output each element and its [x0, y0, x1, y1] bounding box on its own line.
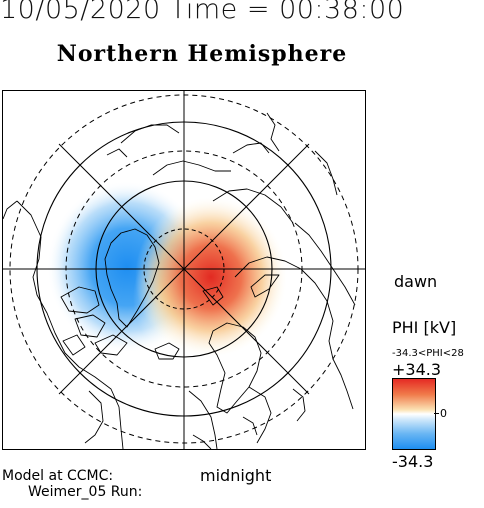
- latitude-circles: [9, 94, 359, 444]
- header-datetime: 10/05/2020 Time = 00:38:00: [0, 0, 405, 25]
- legend-title: PHI [kV]: [392, 318, 457, 337]
- legend-zero-label: 0: [440, 407, 447, 420]
- model-label: Model at CCMC:: [2, 468, 114, 484]
- run-label: Weimer_05 Run:: [28, 484, 143, 500]
- legend-max-label: +34.3: [392, 360, 442, 379]
- legend-colorbar: [392, 378, 436, 450]
- legend-min-label: -34.3: [392, 452, 434, 471]
- map-title: Northern Hemisphere: [56, 41, 348, 67]
- midnight-label: midnight: [200, 466, 272, 485]
- legend-range-text: -34.3<PHI<28: [392, 348, 464, 359]
- polar-map: [2, 90, 366, 450]
- polar-map-canvas: [3, 91, 365, 449]
- dawn-label: dawn: [394, 272, 438, 291]
- legend-zero-tick: [434, 413, 439, 414]
- positive-potential-cell: [135, 197, 287, 357]
